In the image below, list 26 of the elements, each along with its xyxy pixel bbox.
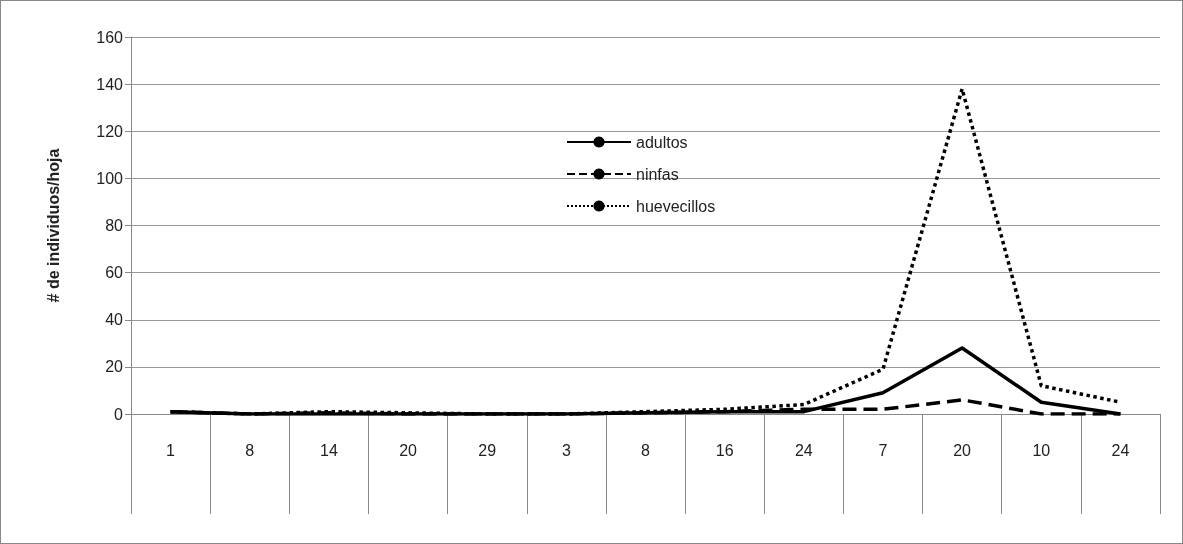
y-tick-label: 100: [96, 169, 124, 187]
x-tick-label: 1: [166, 441, 176, 459]
x-tick-label: 8: [245, 441, 255, 459]
y-tick-label: 120: [96, 122, 124, 140]
x-tick-label: 24: [1111, 441, 1130, 459]
x-tick-label: 20: [953, 441, 972, 459]
legend-label: adultos: [636, 133, 688, 151]
y-axis-title: # de individuos/hoja: [44, 148, 62, 303]
y-tick-label: 20: [105, 358, 124, 376]
x-tick-label: 7: [878, 441, 888, 459]
y-tick-label: 40: [105, 311, 124, 329]
x-tick-label: 20: [399, 441, 418, 459]
x-tick-label: 3: [561, 441, 571, 459]
legend-label: huevecillos: [636, 197, 716, 215]
y-tick-label: 80: [105, 217, 124, 234]
x-tick-label: 16: [715, 441, 734, 459]
x-tick-label: 29: [478, 441, 497, 459]
x-tick-label: 24: [794, 441, 813, 459]
legend-label: ninfas: [636, 165, 679, 183]
x-tick-label: 8: [641, 441, 651, 459]
x-tick-label: 14: [319, 441, 338, 459]
y-tick-label: 60: [105, 264, 124, 282]
y-tick-label: 160: [96, 28, 124, 46]
y-tick-label: 0: [114, 405, 124, 423]
x-tick-label: 10: [1032, 441, 1051, 459]
y-tick-label: 140: [96, 75, 124, 93]
